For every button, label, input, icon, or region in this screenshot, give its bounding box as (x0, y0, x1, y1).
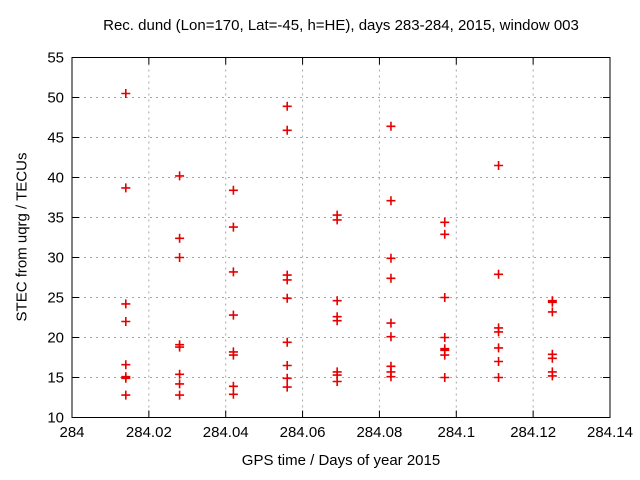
data-point-marker (282, 125, 292, 135)
data-point-marker (175, 342, 185, 352)
data-point-marker (386, 332, 396, 342)
data-point-marker (386, 196, 396, 206)
data-point-marker (440, 293, 450, 302)
data-point-marker (332, 377, 342, 386)
data-point-marker (494, 269, 504, 279)
data-point-marker (332, 296, 342, 306)
data-point-marker (440, 373, 450, 382)
chart-title: Rec. dund (Lon=170, Lat=-45, h=HE), days… (103, 17, 579, 34)
y-tick-label: 10 (47, 410, 64, 427)
data-point-marker (175, 390, 185, 400)
data-point-marker (547, 307, 557, 317)
data-point-marker (228, 310, 238, 320)
data-point-marker (282, 361, 292, 370)
x-tick-label: 284.08 (356, 424, 402, 441)
data-point-marker (440, 229, 450, 239)
data-point-marker (494, 161, 504, 170)
y-tick-label: 45 (47, 130, 64, 147)
data-point-marker (386, 121, 396, 131)
data-point-marker (228, 389, 238, 399)
data-point-marker (282, 382, 292, 392)
data-point-marker (282, 101, 292, 111)
data-point-marker (547, 297, 557, 307)
data-point-marker (175, 233, 185, 243)
x-tick-label: 284 (59, 424, 84, 441)
data-point-marker (175, 379, 185, 389)
x-axis-label: GPS time / Days of year 2015 (241, 452, 441, 469)
y-tick-label: 40 (47, 170, 64, 187)
data-point-marker (228, 267, 238, 277)
data-point-marker (175, 253, 185, 262)
data-point-marker (494, 343, 504, 353)
data-point-marker (175, 369, 185, 379)
data-point-marker (494, 327, 504, 337)
data-point-marker (494, 357, 504, 366)
data-point-marker (386, 318, 396, 328)
data-point-marker (121, 183, 131, 193)
x-tick-label: 284.02 (126, 424, 172, 441)
data-point-marker (440, 217, 450, 227)
y-tick-label: 50 (47, 90, 64, 107)
data-point-marker (228, 185, 238, 195)
x-tick-label: 284.14 (587, 424, 633, 441)
data-point-marker (121, 390, 131, 400)
data-point-marker (175, 171, 185, 181)
x-tick-label: 284.12 (510, 424, 556, 441)
data-point-marker (386, 253, 396, 263)
plot-frame (71, 57, 611, 418)
data-point-marker (121, 299, 131, 309)
data-point-marker (121, 373, 131, 383)
y-tick-label: 15 (47, 370, 64, 387)
data-point-marker (228, 350, 238, 360)
data-point-marker (332, 316, 342, 326)
y-tick-label: 20 (47, 330, 64, 347)
data-point-marker (282, 373, 292, 383)
data-point-marker (386, 273, 396, 283)
data-point-marker (121, 360, 131, 370)
data-point-marker (282, 293, 292, 303)
data-point-marker (228, 381, 238, 391)
data-point-marker (121, 317, 131, 326)
data-point-marker (121, 89, 131, 98)
data-point-marker (386, 372, 396, 382)
data-point-marker (494, 373, 504, 382)
data-point-marker (440, 350, 450, 360)
data-point-marker (282, 337, 292, 347)
data-point-marker (282, 275, 292, 285)
y-tick-label: 25 (47, 290, 64, 307)
data-point-marker (547, 353, 557, 363)
data-point-marker (440, 333, 450, 342)
y-tick-label: 35 (47, 210, 64, 227)
x-tick-label: 284.1 (438, 424, 476, 441)
data-point-marker (332, 215, 342, 225)
y-tick-label: 55 (47, 50, 64, 67)
y-tick-label: 30 (47, 250, 64, 267)
data-point-marker (547, 371, 557, 381)
x-tick-label: 284.04 (203, 424, 249, 441)
x-tick-label: 284.06 (280, 424, 326, 441)
data-point-marker (228, 222, 238, 232)
